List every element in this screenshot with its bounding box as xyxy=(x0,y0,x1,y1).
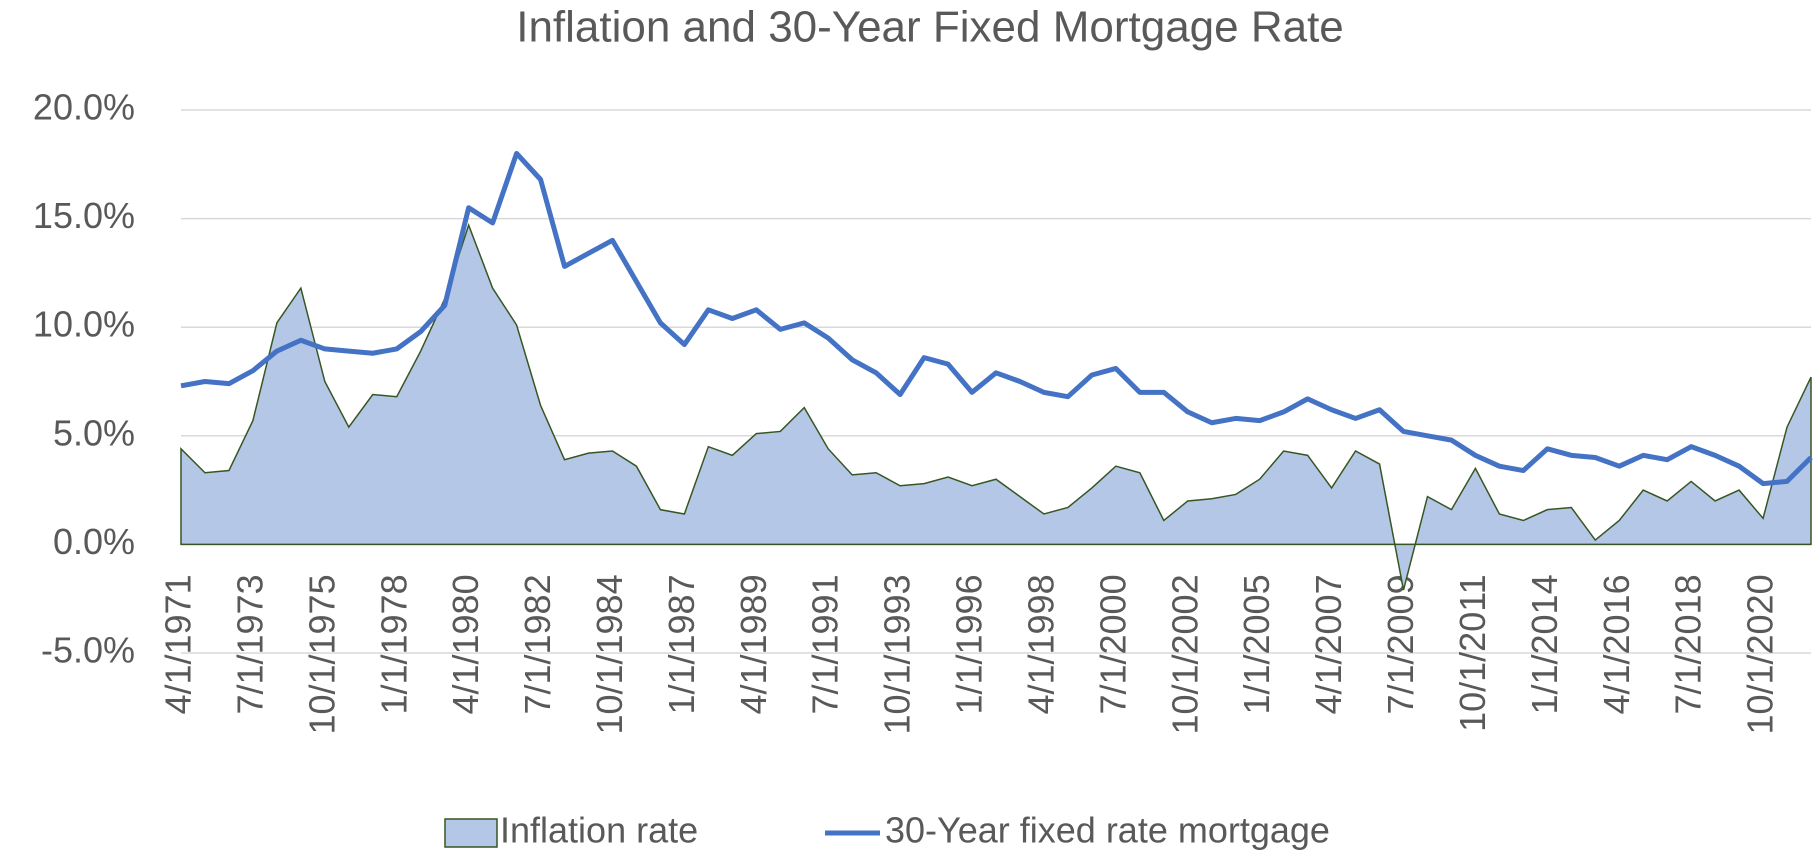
x-tick-label: 7/1/2018 xyxy=(1668,574,1709,714)
y-tick-label: 10.0% xyxy=(33,304,135,345)
line xyxy=(180,150,1813,487)
x-tick-label: 10/1/1975 xyxy=(301,574,342,734)
x-tick-label: 7/1/1973 xyxy=(229,574,270,714)
y-tick-label: 5.0% xyxy=(53,412,135,453)
x-tick-label: 1/1/2014 xyxy=(1524,574,1565,714)
y-tick-label: 20.0% xyxy=(33,87,135,128)
x-tick-label: 4/1/2007 xyxy=(1308,574,1349,714)
x-tick-label: 7/1/1982 xyxy=(517,574,558,714)
legend-label: Inflation rate xyxy=(500,810,698,851)
x-tick-label: 1/1/1987 xyxy=(661,574,702,714)
x-tick-label: 10/1/2011 xyxy=(1452,574,1493,731)
x-tick-label: 10/1/2020 xyxy=(1740,574,1781,734)
area xyxy=(180,222,1812,591)
x-tick-label: 4/1/1998 xyxy=(1020,574,1061,714)
y-tick-label: 15.0% xyxy=(33,195,135,236)
x-tick-label: 10/1/1984 xyxy=(589,574,630,734)
x-tick-label: 1/1/2005 xyxy=(1236,574,1277,714)
x-tick-label: 4/1/1980 xyxy=(445,574,486,714)
legend-label: 30-Year fixed rate mortgage xyxy=(885,810,1330,851)
x-tick-label: 10/1/1993 xyxy=(877,574,918,734)
y-tick-label: 0.0% xyxy=(53,521,135,562)
x-tick-label: 4/1/1989 xyxy=(733,574,774,714)
chart-title: Inflation and 30-Year Fixed Mortgage Rat… xyxy=(516,3,1344,52)
y-tick-label: -5.0% xyxy=(41,630,135,671)
x-tick-label: 7/1/2000 xyxy=(1092,574,1133,714)
x-tick-label: 4/1/1971 xyxy=(158,574,199,714)
legend-swatch xyxy=(444,818,498,848)
x-tick-label: 1/1/1996 xyxy=(949,574,990,714)
x-tick-label: 1/1/1978 xyxy=(373,574,414,714)
x-tick-label: 7/1/2009 xyxy=(1380,574,1421,714)
x-tick-label: 10/1/2002 xyxy=(1164,574,1205,734)
x-tick-label: 7/1/1991 xyxy=(805,574,846,714)
x-tick-label: 4/1/2016 xyxy=(1596,574,1637,714)
